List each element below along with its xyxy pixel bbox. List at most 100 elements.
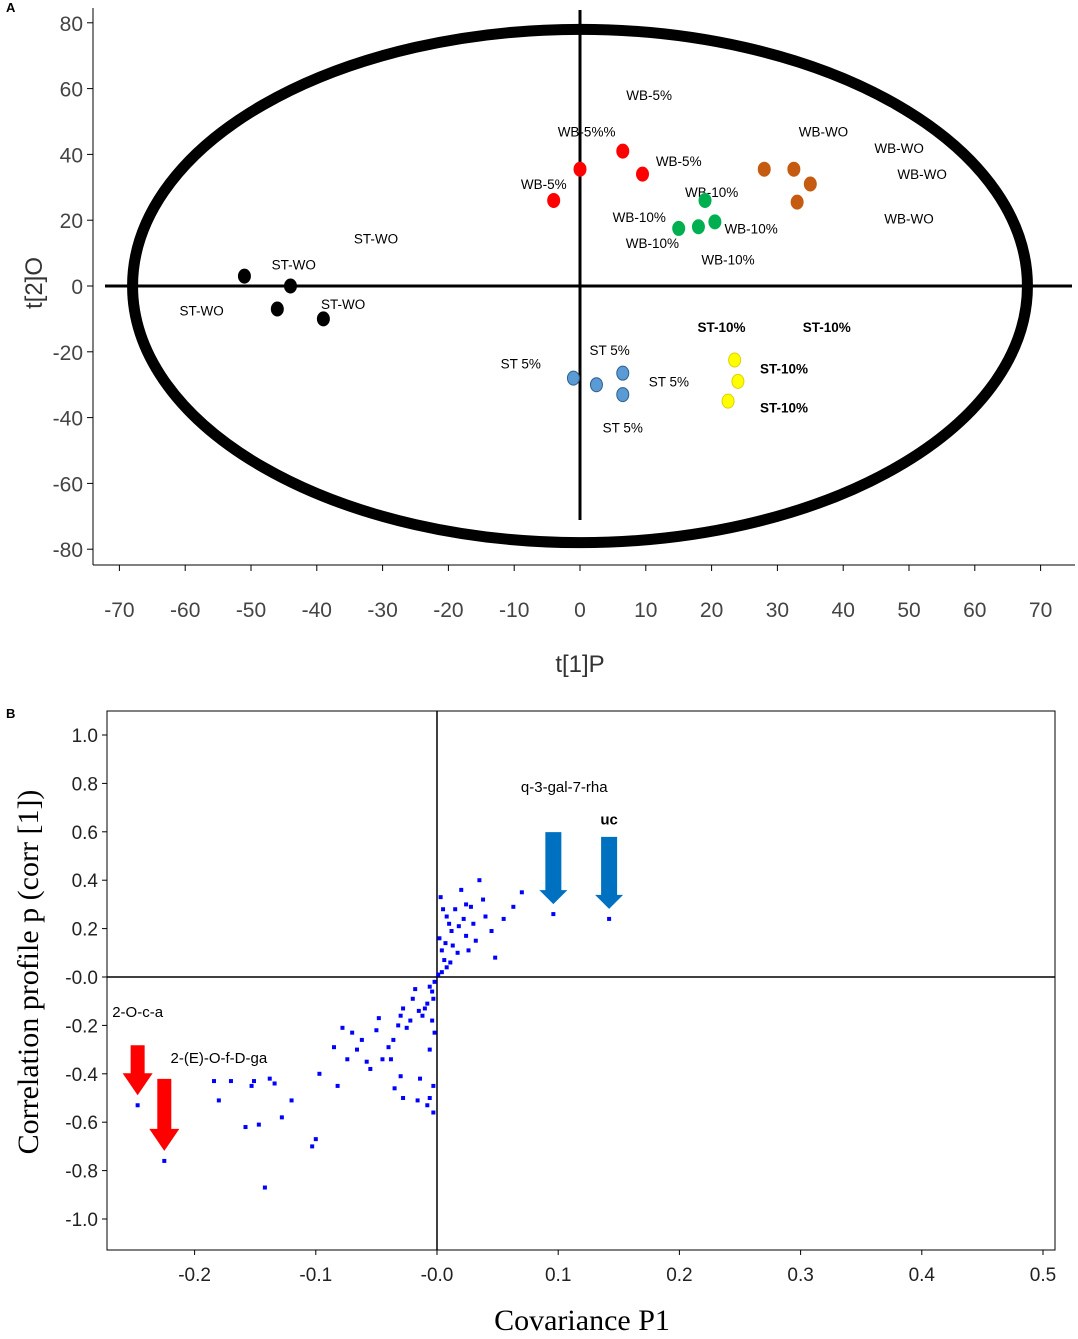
panel-a: A 80 60 40 20 0 -20 -40 -60 -80 -70 -60 -50 -40 -30 -…	[6, 0, 1075, 678]
panel-label-b: B	[6, 706, 15, 721]
loading-point	[431, 996, 436, 1001]
loading-point	[401, 1096, 406, 1100]
highlight-arrow	[595, 836, 624, 909]
y-tick-label: 0.8	[72, 774, 98, 795]
score-point	[790, 194, 804, 210]
point-label: WB-WO	[874, 141, 924, 156]
loading-point	[398, 1074, 403, 1079]
y-tick-label: -0.0	[65, 968, 98, 989]
loading-point	[289, 1098, 294, 1103]
loading-point	[413, 987, 418, 992]
loading-point	[607, 916, 612, 921]
loading-point	[317, 1071, 322, 1076]
x-tick-label: -60	[170, 599, 200, 622]
y-tick-label: -0.4	[65, 1065, 98, 1086]
x-tick-label: 60	[963, 599, 986, 622]
y-tick-label: 1.0	[72, 726, 98, 747]
score-point	[270, 301, 284, 317]
loading-point	[436, 972, 441, 977]
point-label: WB-10%	[613, 210, 666, 225]
x-tick-label: 40	[832, 599, 855, 622]
loading-point	[355, 1047, 360, 1052]
x-tick-label: 0.2	[666, 1265, 692, 1286]
loading-point	[444, 914, 449, 919]
loading-point	[501, 916, 506, 921]
point-label: WB-10%	[701, 253, 754, 268]
loading-point	[450, 943, 455, 948]
x-tick-label: 0.3	[787, 1265, 813, 1286]
loading-point	[211, 1079, 216, 1084]
y-tick-label: 40	[60, 144, 83, 167]
loading-point	[340, 1025, 345, 1030]
loading-point	[453, 907, 458, 912]
loading-point	[449, 929, 454, 934]
panel-a-y-label: t[2]O	[21, 257, 48, 309]
x-tick-label: 50	[897, 599, 920, 622]
score-point	[589, 377, 603, 393]
panel-b: B 1.0 0.8 0.6 0.4 0.2 -0.0 -0.2 -0.4 -0.6 -0.8 -1.…	[6, 706, 1056, 1337]
loading-point	[313, 1137, 318, 1142]
loading-point	[396, 1023, 401, 1028]
score-point	[616, 387, 630, 403]
score-point	[721, 393, 735, 409]
loading-point	[473, 938, 478, 943]
loading-point	[228, 1079, 233, 1084]
loading-point	[420, 1013, 425, 1018]
y-tick-label: -0.8	[65, 1162, 98, 1183]
x-tick-label: -40	[302, 599, 332, 622]
loading-point	[404, 1025, 409, 1030]
compound-label: uc	[600, 812, 618, 829]
y-tick-label: 0.4	[72, 871, 99, 892]
point-label: WB-WO	[897, 167, 947, 182]
score-point	[757, 161, 771, 177]
y-tick-label: 20	[60, 210, 83, 233]
loading-point	[439, 970, 444, 975]
loading-point	[422, 1006, 427, 1011]
loading-point	[135, 1103, 140, 1108]
x-tick-label: -0.1	[299, 1265, 332, 1286]
y-tick-label: 0.6	[72, 823, 98, 844]
score-point	[547, 192, 561, 208]
x-tick-label: 10	[634, 599, 657, 622]
loading-point	[410, 996, 415, 1001]
loading-point	[388, 1057, 393, 1062]
loading-point	[408, 1018, 413, 1023]
loading-point	[432, 1030, 437, 1035]
score-point	[787, 161, 801, 177]
x-tick-label: -0.2	[178, 1265, 211, 1286]
loading-point	[477, 878, 482, 883]
panel-b-y-label: Correlation profile p (corr [1])	[12, 790, 45, 1155]
point-label: WB-WO	[799, 124, 849, 139]
y-tick-label: 80	[60, 13, 83, 36]
loading-point	[493, 955, 498, 960]
loading-point	[430, 1018, 435, 1023]
score-point	[728, 352, 742, 368]
x-tick-label: -50	[236, 599, 266, 622]
score-point	[691, 219, 705, 235]
y-tick-label: 60	[60, 79, 83, 102]
loading-point	[310, 1144, 315, 1149]
x-tick-label: -30	[367, 599, 397, 622]
panel-a-zero-lines	[105, 10, 1072, 520]
compound-label: q-3-gal-7-rha	[521, 779, 608, 796]
point-label: WB-5%%	[558, 124, 616, 139]
point-label: ST-10%	[697, 320, 745, 335]
score-point	[731, 373, 745, 389]
x-tick-label: 0.5	[1030, 1265, 1056, 1286]
loading-point	[466, 948, 471, 953]
loading-point	[392, 1086, 397, 1091]
point-label: ST-WO	[354, 231, 398, 246]
point-label: ST-WO	[180, 304, 224, 319]
x-tick-label: -70	[104, 599, 134, 622]
y-tick-label: -40	[53, 408, 83, 431]
loading-point	[416, 1008, 421, 1013]
loading-point	[461, 916, 466, 921]
point-label: ST-WO	[321, 297, 365, 312]
score-point	[573, 161, 587, 177]
y-tick-label: -20	[53, 342, 83, 365]
loading-point	[398, 1013, 403, 1018]
loading-point	[425, 1001, 430, 1006]
highlight-arrow	[149, 1078, 180, 1151]
score-point	[566, 370, 580, 386]
y-tick-label: -1.0	[65, 1210, 98, 1231]
